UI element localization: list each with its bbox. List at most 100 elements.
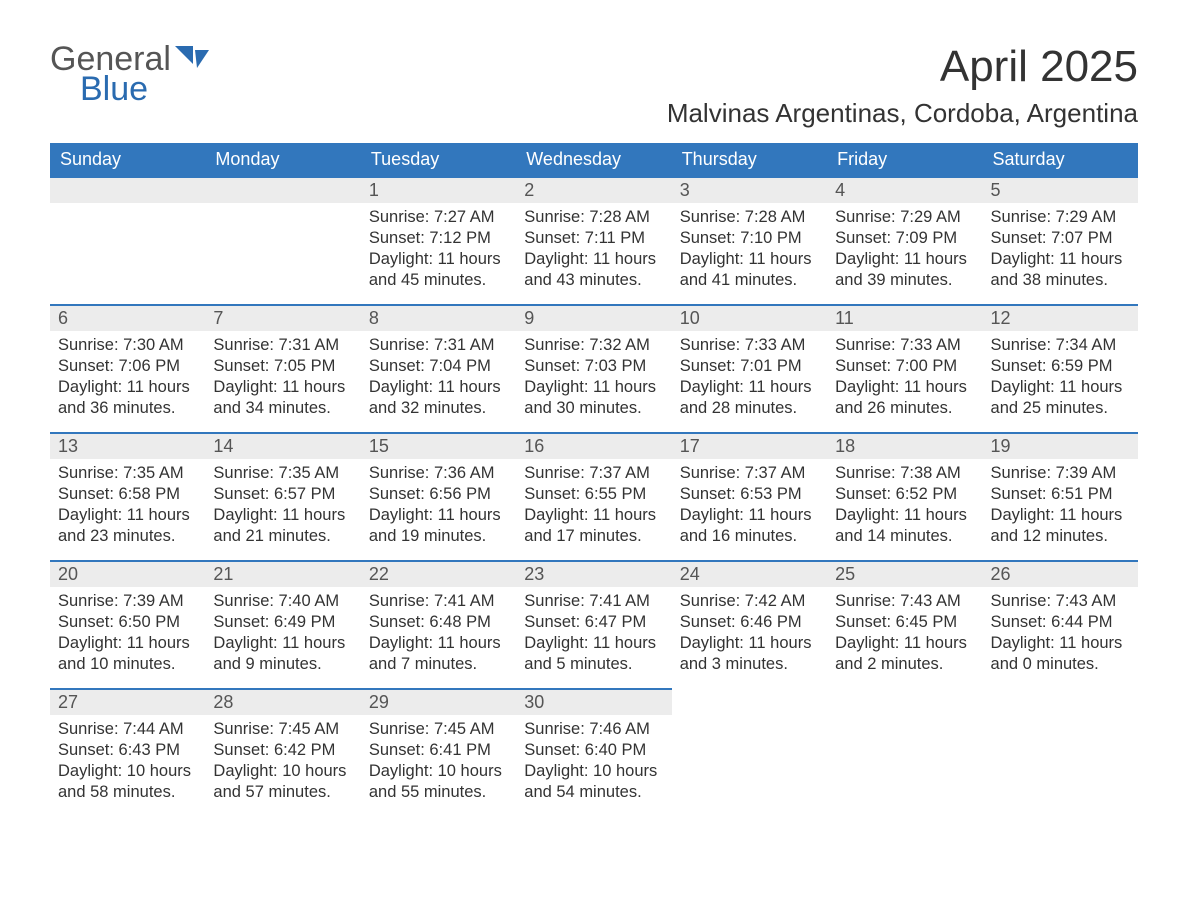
calendar-cell: 30Sunrise: 7:46 AMSunset: 6:40 PMDayligh… — [516, 688, 671, 816]
day-number: 10 — [672, 304, 827, 331]
day-details: Sunrise: 7:27 AMSunset: 7:12 PMDaylight:… — [361, 203, 516, 297]
calendar-cell: 13Sunrise: 7:35 AMSunset: 6:58 PMDayligh… — [50, 432, 205, 560]
day-number — [205, 176, 360, 203]
day-details: Sunrise: 7:38 AMSunset: 6:52 PMDaylight:… — [827, 459, 982, 553]
day-details: Sunrise: 7:35 AMSunset: 6:57 PMDaylight:… — [205, 459, 360, 553]
day-number: 1 — [361, 176, 516, 203]
day-number: 5 — [983, 176, 1138, 203]
day-details: Sunrise: 7:39 AMSunset: 6:50 PMDaylight:… — [50, 587, 205, 681]
dayhead-wed: Wednesday — [516, 143, 671, 176]
day-details: Sunrise: 7:34 AMSunset: 6:59 PMDaylight:… — [983, 331, 1138, 425]
day-number: 3 — [672, 176, 827, 203]
day-details: Sunrise: 7:41 AMSunset: 6:48 PMDaylight:… — [361, 587, 516, 681]
day-number: 17 — [672, 432, 827, 459]
calendar-cell — [50, 176, 205, 304]
day-details: Sunrise: 7:33 AMSunset: 7:01 PMDaylight:… — [672, 331, 827, 425]
day-number: 6 — [50, 304, 205, 331]
calendar-row: 13Sunrise: 7:35 AMSunset: 6:58 PMDayligh… — [50, 432, 1138, 560]
title-block: April 2025 Malvinas Argentinas, Cordoba,… — [667, 42, 1138, 143]
calendar-cell: 10Sunrise: 7:33 AMSunset: 7:01 PMDayligh… — [672, 304, 827, 432]
day-details: Sunrise: 7:45 AMSunset: 6:41 PMDaylight:… — [361, 715, 516, 809]
calendar-cell: 1Sunrise: 7:27 AMSunset: 7:12 PMDaylight… — [361, 176, 516, 304]
day-number: 30 — [516, 688, 671, 715]
calendar-cell: 7Sunrise: 7:31 AMSunset: 7:05 PMDaylight… — [205, 304, 360, 432]
location-subtitle: Malvinas Argentinas, Cordoba, Argentina — [667, 98, 1138, 129]
day-details: Sunrise: 7:35 AMSunset: 6:58 PMDaylight:… — [50, 459, 205, 553]
day-number: 27 — [50, 688, 205, 715]
day-details: Sunrise: 7:43 AMSunset: 6:45 PMDaylight:… — [827, 587, 982, 681]
calendar-cell: 25Sunrise: 7:43 AMSunset: 6:45 PMDayligh… — [827, 560, 982, 688]
calendar-cell: 27Sunrise: 7:44 AMSunset: 6:43 PMDayligh… — [50, 688, 205, 816]
calendar-cell — [205, 176, 360, 304]
dayhead-fri: Friday — [827, 143, 982, 176]
day-details: Sunrise: 7:41 AMSunset: 6:47 PMDaylight:… — [516, 587, 671, 681]
calendar-body: 1Sunrise: 7:27 AMSunset: 7:12 PMDaylight… — [50, 176, 1138, 816]
header: General Blue April 2025 Malvinas Argenti… — [50, 42, 1138, 143]
logo-mark-icon — [175, 46, 209, 74]
calendar-cell: 16Sunrise: 7:37 AMSunset: 6:55 PMDayligh… — [516, 432, 671, 560]
day-details: Sunrise: 7:37 AMSunset: 6:55 PMDaylight:… — [516, 459, 671, 553]
calendar-cell: 20Sunrise: 7:39 AMSunset: 6:50 PMDayligh… — [50, 560, 205, 688]
day-number: 20 — [50, 560, 205, 587]
calendar-cell — [672, 688, 827, 816]
day-number: 14 — [205, 432, 360, 459]
calendar-cell: 2Sunrise: 7:28 AMSunset: 7:11 PMDaylight… — [516, 176, 671, 304]
logo-word2: Blue — [80, 72, 209, 106]
day-details: Sunrise: 7:31 AMSunset: 7:05 PMDaylight:… — [205, 331, 360, 425]
calendar-cell: 14Sunrise: 7:35 AMSunset: 6:57 PMDayligh… — [205, 432, 360, 560]
day-number: 18 — [827, 432, 982, 459]
dayhead-thu: Thursday — [672, 143, 827, 176]
day-number: 24 — [672, 560, 827, 587]
day-number: 7 — [205, 304, 360, 331]
calendar-cell: 24Sunrise: 7:42 AMSunset: 6:46 PMDayligh… — [672, 560, 827, 688]
day-number: 25 — [827, 560, 982, 587]
dayhead-tue: Tuesday — [361, 143, 516, 176]
day-number: 8 — [361, 304, 516, 331]
day-number: 4 — [827, 176, 982, 203]
calendar-cell: 17Sunrise: 7:37 AMSunset: 6:53 PMDayligh… — [672, 432, 827, 560]
day-number: 22 — [361, 560, 516, 587]
calendar-cell: 22Sunrise: 7:41 AMSunset: 6:48 PMDayligh… — [361, 560, 516, 688]
day-details: Sunrise: 7:37 AMSunset: 6:53 PMDaylight:… — [672, 459, 827, 553]
calendar-row: 6Sunrise: 7:30 AMSunset: 7:06 PMDaylight… — [50, 304, 1138, 432]
day-details: Sunrise: 7:39 AMSunset: 6:51 PMDaylight:… — [983, 459, 1138, 553]
calendar-cell: 29Sunrise: 7:45 AMSunset: 6:41 PMDayligh… — [361, 688, 516, 816]
calendar-row: 27Sunrise: 7:44 AMSunset: 6:43 PMDayligh… — [50, 688, 1138, 816]
logo: General Blue — [50, 42, 209, 106]
day-number: 23 — [516, 560, 671, 587]
calendar-cell: 19Sunrise: 7:39 AMSunset: 6:51 PMDayligh… — [983, 432, 1138, 560]
day-number: 13 — [50, 432, 205, 459]
calendar-cell: 28Sunrise: 7:45 AMSunset: 6:42 PMDayligh… — [205, 688, 360, 816]
calendar-cell: 11Sunrise: 7:33 AMSunset: 7:00 PMDayligh… — [827, 304, 982, 432]
day-details: Sunrise: 7:28 AMSunset: 7:11 PMDaylight:… — [516, 203, 671, 297]
day-number: 15 — [361, 432, 516, 459]
day-details: Sunrise: 7:44 AMSunset: 6:43 PMDaylight:… — [50, 715, 205, 809]
day-number: 11 — [827, 304, 982, 331]
calendar-cell: 26Sunrise: 7:43 AMSunset: 6:44 PMDayligh… — [983, 560, 1138, 688]
day-number: 26 — [983, 560, 1138, 587]
calendar-cell: 5Sunrise: 7:29 AMSunset: 7:07 PMDaylight… — [983, 176, 1138, 304]
day-details: Sunrise: 7:31 AMSunset: 7:04 PMDaylight:… — [361, 331, 516, 425]
day-number: 29 — [361, 688, 516, 715]
day-number: 21 — [205, 560, 360, 587]
day-details: Sunrise: 7:28 AMSunset: 7:10 PMDaylight:… — [672, 203, 827, 297]
day-details: Sunrise: 7:46 AMSunset: 6:40 PMDaylight:… — [516, 715, 671, 809]
day-number: 9 — [516, 304, 671, 331]
calendar-cell: 6Sunrise: 7:30 AMSunset: 7:06 PMDaylight… — [50, 304, 205, 432]
dayhead-mon: Monday — [205, 143, 360, 176]
day-number — [50, 176, 205, 203]
calendar-cell: 4Sunrise: 7:29 AMSunset: 7:09 PMDaylight… — [827, 176, 982, 304]
calendar-cell — [983, 688, 1138, 816]
calendar-row: 1Sunrise: 7:27 AMSunset: 7:12 PMDaylight… — [50, 176, 1138, 304]
day-number: 28 — [205, 688, 360, 715]
calendar-row: 20Sunrise: 7:39 AMSunset: 6:50 PMDayligh… — [50, 560, 1138, 688]
day-details: Sunrise: 7:43 AMSunset: 6:44 PMDaylight:… — [983, 587, 1138, 681]
dayhead-sun: Sunday — [50, 143, 205, 176]
calendar-cell: 15Sunrise: 7:36 AMSunset: 6:56 PMDayligh… — [361, 432, 516, 560]
page-title: April 2025 — [667, 42, 1138, 92]
day-details: Sunrise: 7:42 AMSunset: 6:46 PMDaylight:… — [672, 587, 827, 681]
calendar-cell — [827, 688, 982, 816]
calendar-cell: 8Sunrise: 7:31 AMSunset: 7:04 PMDaylight… — [361, 304, 516, 432]
calendar-cell: 21Sunrise: 7:40 AMSunset: 6:49 PMDayligh… — [205, 560, 360, 688]
calendar-cell: 23Sunrise: 7:41 AMSunset: 6:47 PMDayligh… — [516, 560, 671, 688]
